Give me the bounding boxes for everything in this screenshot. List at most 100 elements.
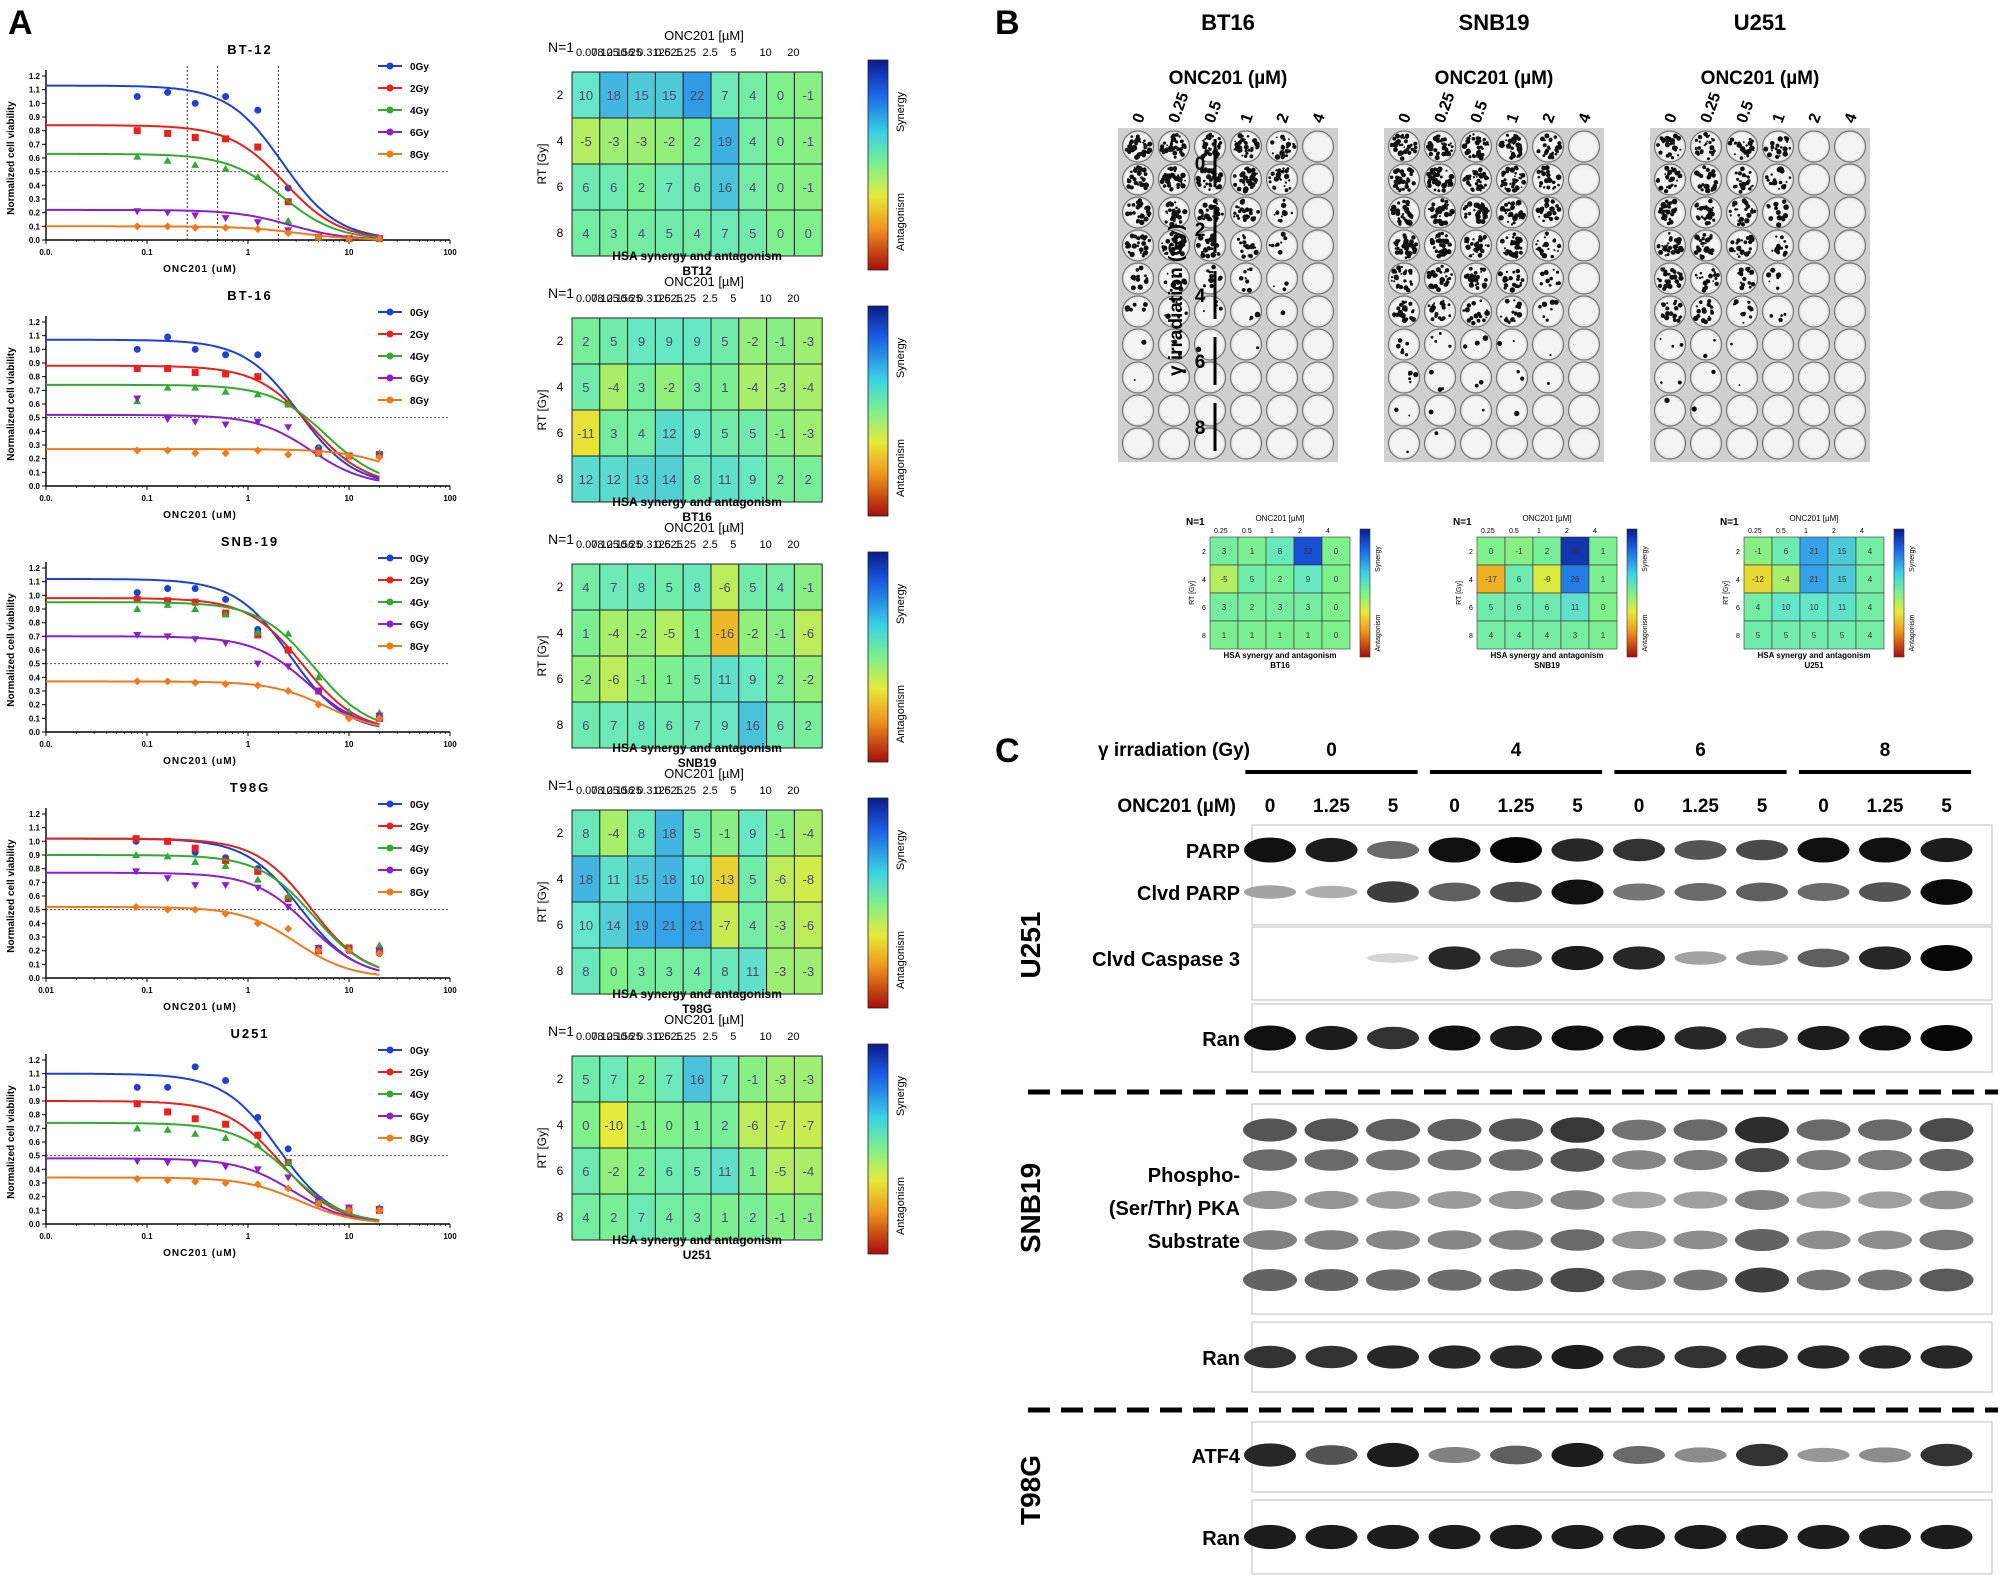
colony (1484, 278, 1488, 282)
colony (1430, 317, 1435, 322)
blot-band (1735, 1228, 1789, 1252)
heatmap-column-label: 2 (1832, 528, 1836, 535)
colony (1776, 166, 1783, 173)
data-point (221, 680, 230, 689)
colony (1428, 283, 1434, 290)
y-tick-label: 0.3 (29, 441, 41, 450)
data-point (191, 383, 200, 391)
gamma-dose-label: 2 (1195, 220, 1206, 241)
heatmap-column-label: 0.25 (620, 293, 641, 305)
heatmap-header: ONC201 [µM] (1789, 514, 1838, 523)
legend-marker (386, 1134, 394, 1142)
colony (1292, 142, 1295, 146)
data-point (133, 152, 142, 160)
colony (1670, 221, 1672, 224)
blot-band (1490, 837, 1542, 863)
colony (1466, 318, 1472, 323)
colony (1393, 274, 1399, 280)
data-point (191, 223, 200, 232)
colony (1408, 151, 1412, 155)
panel-label-c: C (995, 732, 1020, 770)
colony (1171, 211, 1177, 217)
heatmap-cell-value: 9 (749, 826, 756, 841)
colony (1476, 210, 1481, 215)
heatmap-cell-value: 4 (638, 426, 645, 441)
heatmap-row-label: 8 (1469, 633, 1473, 640)
colony (1478, 149, 1481, 153)
blot-band (1551, 1524, 1604, 1550)
colony (1485, 309, 1488, 312)
legend-marker (386, 128, 394, 136)
heatmap-column-label: 0.125 (591, 47, 619, 59)
blot-band (1428, 1025, 1481, 1051)
heatmap-cell (599, 1055, 629, 1103)
x-tick-label: 0.1 (141, 1232, 153, 1241)
colony (1397, 219, 1402, 224)
fit-curve (46, 1121, 380, 1222)
colony (1216, 252, 1221, 256)
colony (1443, 271, 1446, 274)
colony (1166, 212, 1169, 214)
colony (1268, 180, 1272, 184)
colony (1512, 143, 1515, 145)
heatmap-cell (766, 455, 795, 503)
colony (1481, 408, 1485, 412)
colony (1164, 314, 1167, 317)
colony (1273, 176, 1280, 182)
heatmap-cell (571, 317, 601, 365)
heatmap-cell-value: 1 (1250, 631, 1255, 640)
dose-label: 4 (1576, 111, 1595, 125)
heatmap-cell-value: 8 (582, 964, 589, 979)
heatmap-cell-value: -1 (719, 826, 731, 841)
colorbar (1893, 528, 1905, 658)
colony (1712, 206, 1714, 209)
plate-well (1531, 394, 1565, 427)
heatmap-cell-value: 0 (582, 1118, 589, 1133)
colony (1707, 216, 1710, 218)
band-label: ATF4 (1191, 1446, 1240, 1468)
colony (1479, 299, 1483, 303)
data-point (253, 919, 262, 928)
heatmap-cell (1588, 620, 1618, 650)
heatmap-column-label: 1.25 (675, 47, 696, 59)
heatmap-cell (1799, 592, 1829, 622)
colony (1170, 282, 1177, 288)
colony (1669, 274, 1675, 280)
blot-band (1673, 1149, 1728, 1171)
colony (1770, 173, 1773, 176)
heatmap-cell-value: 7 (638, 1210, 645, 1225)
heatmap-row-label: 8 (1736, 633, 1740, 640)
heatmap-cell-value: -3 (803, 964, 815, 979)
heatmap-row-label: 8 (557, 964, 564, 978)
legend-marker (386, 308, 394, 316)
colony (1782, 213, 1789, 219)
data-point (163, 383, 172, 391)
data-point (191, 134, 199, 141)
blot-band (1859, 1025, 1911, 1051)
colony (1243, 270, 1247, 274)
gamma-group-label: 8 (1880, 740, 1891, 761)
heatmap-cell (654, 209, 684, 257)
heatmap-cell-value: 7 (610, 718, 617, 733)
colony (1125, 308, 1129, 312)
heatmap-column-label: 0.25 (620, 47, 641, 59)
colony (1550, 254, 1554, 259)
heatmap-cell-value: 2 (777, 672, 784, 687)
heatmap-cell-value: 0 (777, 180, 784, 195)
colony (1553, 249, 1556, 252)
colony (1172, 247, 1176, 252)
gamma-axis-label: γ irradiation (Gy) (1166, 224, 1187, 376)
colony (1703, 144, 1706, 147)
heatmap-row-label: 8 (557, 226, 564, 240)
heatmap-cell-value: -1 (1754, 547, 1762, 556)
colony (1504, 202, 1509, 207)
colony (1739, 180, 1742, 183)
colony (1272, 186, 1277, 190)
blot-band (1919, 1229, 1974, 1251)
colony (1785, 181, 1788, 183)
colony (1499, 315, 1503, 318)
heatmap-cell-value: 14 (606, 918, 620, 933)
data-point (253, 225, 262, 234)
colony (1408, 414, 1411, 417)
